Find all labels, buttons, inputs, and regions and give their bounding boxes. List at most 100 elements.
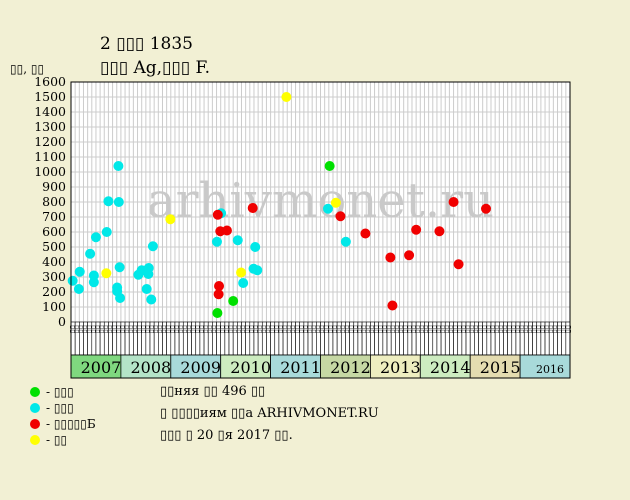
data-point <box>114 262 125 273</box>
x-slot-label: ▯▯ <box>559 325 568 333</box>
legend: - ▯▯▯ - ▯▯▯ - ▯▯▯▯▯Б - ▯▯ <box>30 384 96 448</box>
y-tick-label: 1000 <box>34 164 66 179</box>
x-slot-label: ▯▯ <box>380 325 389 333</box>
x-slot-label: ▯▯ <box>538 325 547 333</box>
x-slot-label: ▯▯ <box>384 325 393 333</box>
x-axis-years: 2007 2008 2009 2010 2011 2012 2013 2014 2015 2016 <box>70 354 571 379</box>
x-slot-label: ▯▯ <box>189 325 198 333</box>
x-slot-label: ▯▯ <box>480 325 489 333</box>
date-note: ▯▯▯ ▯ 20 ▯я 2017 ▯▯. <box>160 428 293 443</box>
x-slot-label: ▯▯ <box>272 325 281 333</box>
x-slot-label: ▯▯ <box>542 325 551 333</box>
x-slot-label: ▯▯ <box>114 325 123 333</box>
y-tick-label: 900 <box>42 179 66 194</box>
x-slot-label: ▯▯ <box>330 325 339 333</box>
x-slot-label: ▯▯ <box>392 325 401 333</box>
data-point <box>85 248 96 259</box>
x-slot-label: ▯▯ <box>422 325 431 333</box>
x-slot-label: ▯▯ <box>293 325 302 333</box>
x-slot-label: ▯▯ <box>126 325 135 333</box>
data-point <box>165 214 176 225</box>
x-slot-label: ▯▯ <box>442 325 451 333</box>
data-point <box>214 281 225 291</box>
average-price-note: ▯▯няя ▯▯ 496 ▯▯ <box>160 384 266 399</box>
x-year-label: 2013 <box>380 358 421 377</box>
x-slot-label: ▯▯ <box>334 325 343 333</box>
data-point <box>74 266 85 277</box>
y-axis: 0100200300400500600700800900100011001200… <box>34 74 66 329</box>
x-slot-label: ▯▯ <box>397 325 406 333</box>
x-slot-label: ▯▯ <box>446 325 455 333</box>
y-tick-label: 100 <box>42 299 66 314</box>
x-slot-label: ▯▯ <box>546 325 555 333</box>
data-point <box>90 232 101 243</box>
x-slot-label: ▯▯ <box>322 325 331 333</box>
x-slot-label: ▯▯ <box>521 325 530 333</box>
data-point <box>212 209 223 220</box>
x-slot-label: ▯▯ <box>359 325 368 333</box>
y-tick-label: 0 <box>58 314 66 329</box>
x-slot-label: ▯▯ <box>467 325 476 333</box>
x-slot-label: ▯▯ <box>172 325 181 333</box>
x-slot-label: ▯▯ <box>476 325 485 333</box>
y-tick-label: 1600 <box>34 74 66 89</box>
data-point <box>101 268 112 279</box>
legend-item: - ▯▯▯ <box>30 384 96 400</box>
x-slot-label: ▯▯ <box>122 325 131 333</box>
data-point <box>387 300 398 311</box>
legend-dot <box>30 419 40 429</box>
x-slot-label: ▯▯ <box>180 325 189 333</box>
x-slot-label: ▯▯ <box>455 325 464 333</box>
x-year-label: 2007 <box>81 358 122 377</box>
x-slot-label: ▯▯ <box>234 325 243 333</box>
source-note: ▯ ▯▯▯▯иям ▯▯а ARHIVMONET.RU <box>160 406 379 421</box>
x-year-label: 2010 <box>230 358 271 377</box>
x-slot-label: ▯▯ <box>326 325 335 333</box>
data-points <box>67 92 492 318</box>
x-slot-label: ▯▯ <box>525 325 534 333</box>
data-point <box>335 211 346 222</box>
x-slot-label: ▯▯ <box>197 325 206 333</box>
x-slot-label: ▯▯ <box>168 325 177 333</box>
data-point <box>211 236 222 247</box>
x-slot-label: ▯▯ <box>463 325 472 333</box>
x-slot-label: ▯▯ <box>251 325 260 333</box>
x-slot-label: ▯▯ <box>130 325 139 333</box>
x-slot-label: ▯▯ <box>201 325 210 333</box>
x-slot-label: ▯▯ <box>139 325 148 333</box>
x-slot-label: ▯▯ <box>367 325 376 333</box>
x-slot-label: ▯▯ <box>176 325 185 333</box>
legend-label: - ▯▯ <box>46 433 68 447</box>
data-point <box>228 296 239 306</box>
x-slot-label: ▯▯ <box>68 325 77 333</box>
y-tick-label: 600 <box>42 224 66 239</box>
data-point <box>103 196 114 207</box>
x-slot-label: ▯▯ <box>226 325 235 333</box>
legend-item: - ▯▯ <box>30 432 96 448</box>
data-point <box>101 227 112 237</box>
data-point <box>67 275 78 286</box>
x-slot-label: ▯▯ <box>351 325 360 333</box>
legend-dot <box>30 403 40 413</box>
x-slot-label: ▯▯ <box>388 325 397 333</box>
x-slot-label: ▯▯ <box>243 325 252 333</box>
chart-title: 2 ▯▯▯ 1835 <box>100 34 193 54</box>
data-point <box>385 252 396 263</box>
x-slot-label: ▯▯ <box>488 325 497 333</box>
data-point <box>212 308 223 318</box>
x-slot-label: ▯▯ <box>97 325 106 333</box>
x-slot-label: ▯▯ <box>318 325 327 333</box>
data-point <box>481 203 492 214</box>
x-slot-label: ▯▯ <box>496 325 505 333</box>
watermark: arhivmonet.ru <box>147 173 494 229</box>
x-slot-label: ▯▯ <box>155 325 164 333</box>
notes: ▯▯няя ▯▯ 496 ▯▯ ▯ ▯▯▯▯иям ▯▯а ARHIVMONET… <box>160 384 379 450</box>
data-point <box>141 284 152 294</box>
x-slot-label: ▯▯ <box>209 325 218 333</box>
x-slot-label: ▯▯ <box>280 325 289 333</box>
x-slot-label: ▯▯ <box>205 325 214 333</box>
data-point <box>73 284 84 294</box>
data-point <box>143 263 154 273</box>
data-point <box>221 225 232 236</box>
